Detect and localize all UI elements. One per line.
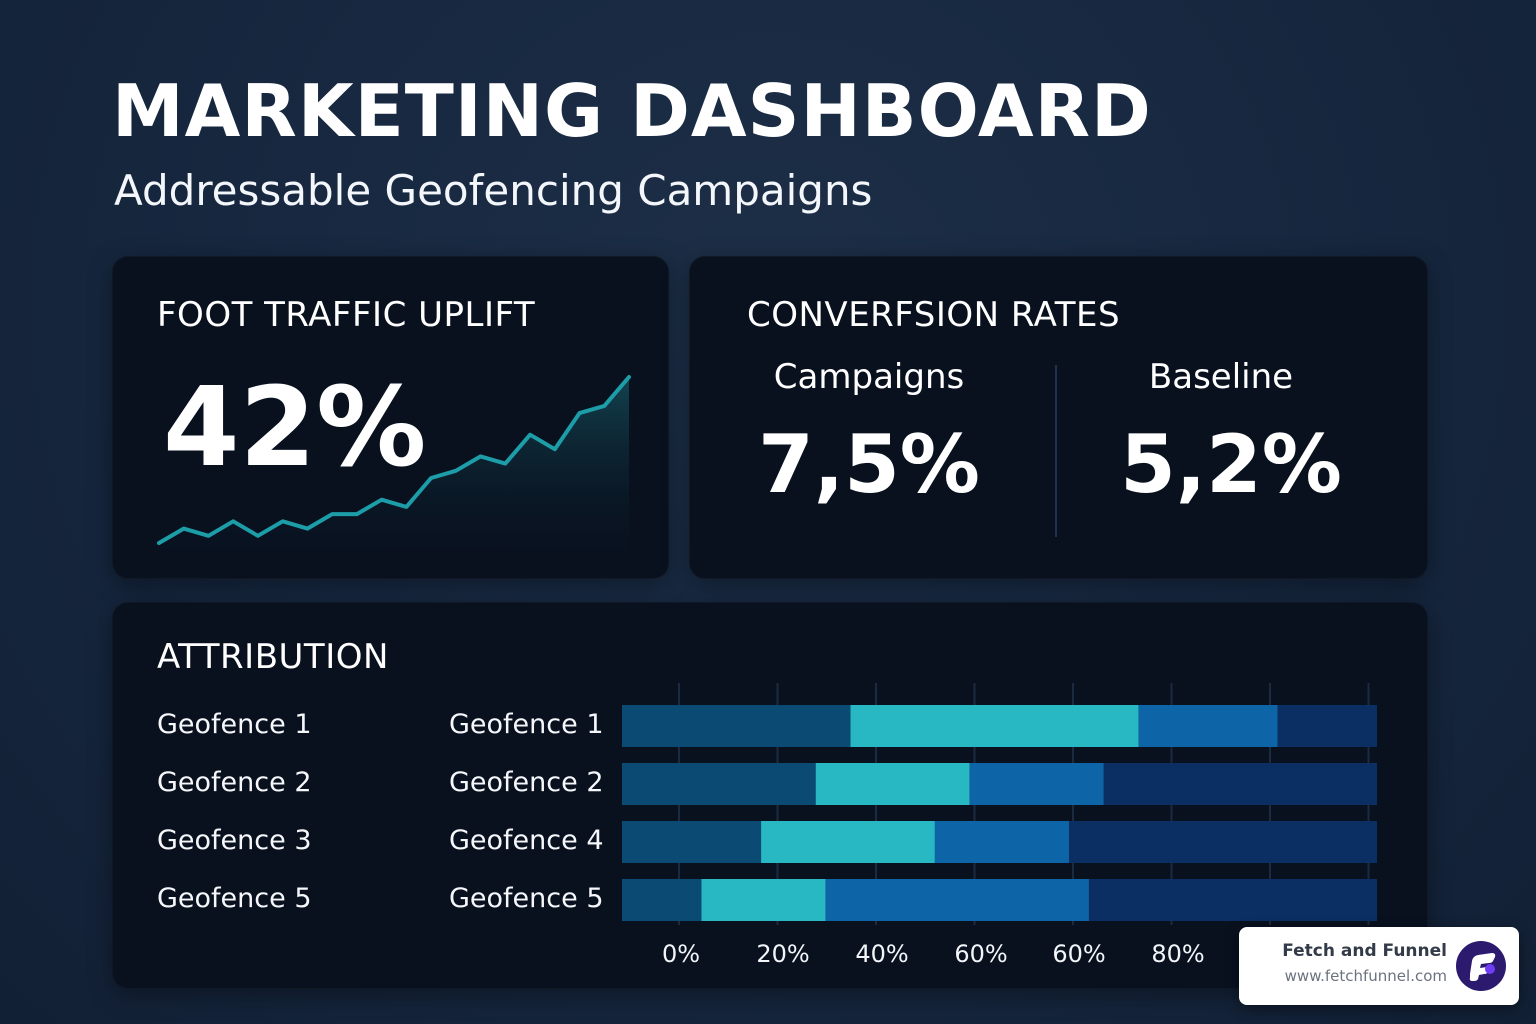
bar-label-4: Geofence 5 xyxy=(449,883,604,914)
sparkline-line xyxy=(157,375,631,545)
campaigns-value: 7,5% xyxy=(758,418,980,511)
left-label-1: Geofence 1 xyxy=(157,709,312,740)
bar-segment xyxy=(622,763,816,805)
sparkline-area xyxy=(159,377,629,557)
bar-segment xyxy=(622,821,762,863)
foot-traffic-card: FOOT TRAFFIC UPLIFT 42% xyxy=(112,256,669,579)
bar-segment xyxy=(1103,763,1377,805)
x-tick-label: 60% xyxy=(1052,940,1105,968)
bar-segment xyxy=(934,821,1069,863)
page-title: MARKETING DASHBOARD xyxy=(112,69,1152,153)
x-tick-label: 40% xyxy=(855,940,908,968)
bar-segment xyxy=(701,879,826,921)
bar-segment xyxy=(1138,705,1278,747)
x-tick-label: 20% xyxy=(756,940,809,968)
baseline-label: Baseline xyxy=(1148,357,1294,397)
baseline-value: 5,2% xyxy=(1120,418,1342,511)
bar-segment xyxy=(825,879,1089,921)
brand-badge[interactable]: Fetch and Funnel www.fetchfunnel.com xyxy=(1239,927,1519,1005)
foot-traffic-value: 42% xyxy=(163,363,427,491)
bar-segment xyxy=(1069,821,1377,863)
bar-segment xyxy=(1088,879,1377,921)
brand-logo-icon xyxy=(1456,941,1506,991)
brand-name: Fetch and Funnel xyxy=(1282,941,1447,961)
column-divider xyxy=(1055,365,1057,537)
attribution-card: ATTRIBUTION Geofence 1 Geofence 2 Geofen… xyxy=(112,602,1428,989)
page-subtitle: Addressable Geofencing Campaigns xyxy=(114,166,873,215)
bar-segment xyxy=(815,763,970,805)
bar-segment xyxy=(761,821,935,863)
x-tick-label: 60% xyxy=(954,940,1007,968)
attribution-title: ATTRIBUTION xyxy=(157,637,389,677)
campaigns-label: Campaigns xyxy=(773,357,965,397)
left-label-2: Geofence 2 xyxy=(157,767,312,798)
bar-segment xyxy=(622,705,851,747)
attribution-chart: 0% 20% 40% 60% 60% 80% xyxy=(622,683,1377,968)
bar-label-2: Geofence 2 xyxy=(449,767,604,798)
conversion-rates-card: CONVERFSION RATES Campaigns 7,5% Baselin… xyxy=(689,256,1428,579)
x-tick-label: 0% xyxy=(662,940,700,968)
bar-segment xyxy=(622,879,702,921)
left-label-3: Geofence 3 xyxy=(157,825,312,856)
bar-segment xyxy=(969,763,1104,805)
foot-traffic-sparkline xyxy=(157,375,631,557)
conversion-title: CONVERFSION RATES xyxy=(747,295,1121,335)
brand-url: www.fetchfunnel.com xyxy=(1284,967,1447,985)
bar-segment xyxy=(1277,705,1377,747)
x-tick-label: 80% xyxy=(1151,940,1204,968)
bar-label-3: Geofence 4 xyxy=(449,825,604,856)
foot-traffic-title: FOOT TRAFFIC UPLIFT xyxy=(157,295,536,335)
bar-segment xyxy=(850,705,1139,747)
left-label-4: Geofence 5 xyxy=(157,883,312,914)
bar-label-1: Geofence 1 xyxy=(449,709,604,740)
